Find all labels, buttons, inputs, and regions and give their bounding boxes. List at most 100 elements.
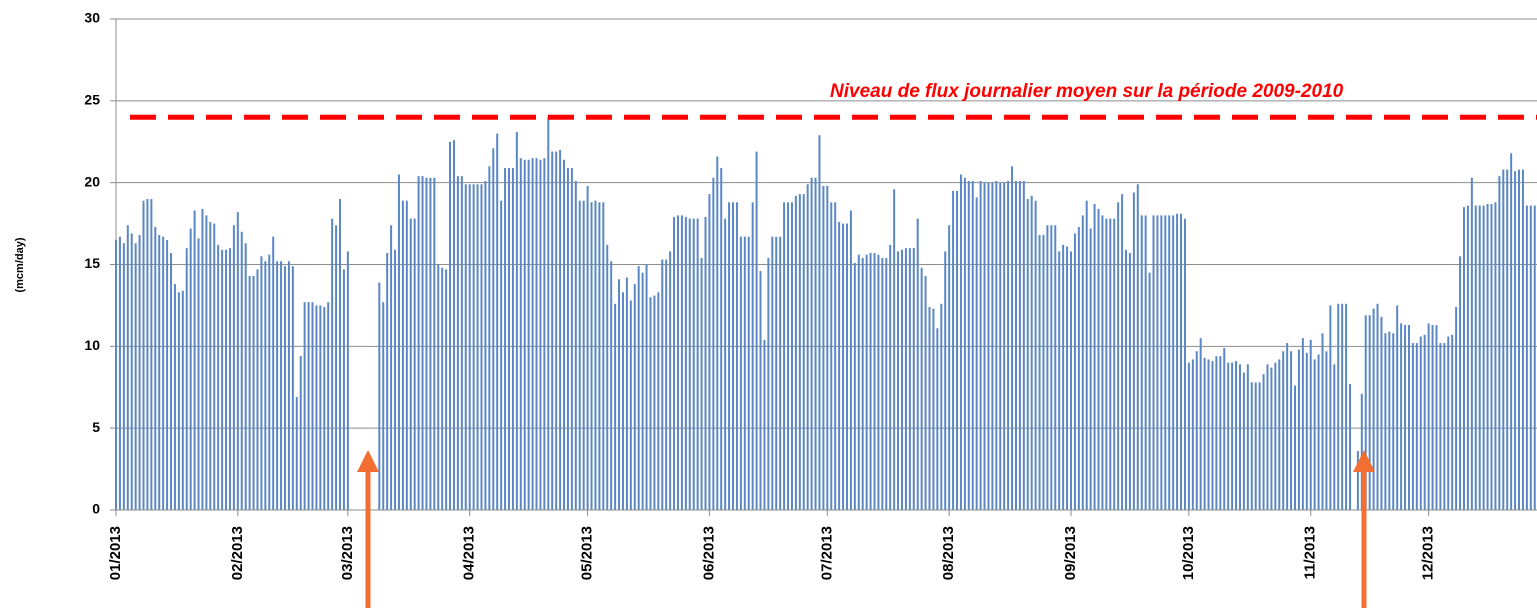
x-tick-label: 02/2013: [229, 526, 246, 580]
bar: [476, 184, 479, 510]
bar: [1380, 316, 1383, 510]
bar: [126, 225, 129, 510]
bar: [1105, 218, 1108, 510]
bar: [441, 267, 444, 510]
bar: [236, 212, 239, 511]
arrow-head: [357, 450, 379, 472]
bar: [598, 202, 601, 510]
bar: [460, 176, 463, 510]
bar: [500, 200, 503, 511]
y-axis-label: (mcm/day): [14, 237, 26, 292]
bar: [1262, 374, 1265, 510]
bar: [578, 200, 581, 511]
bar: [1097, 208, 1100, 510]
bar: [1199, 338, 1202, 510]
bar: [1011, 166, 1014, 511]
bar: [1498, 176, 1501, 510]
bar: [849, 210, 852, 511]
bar: [1003, 182, 1006, 510]
bar: [629, 300, 632, 510]
bar: [1081, 215, 1084, 510]
arrow-head: [1353, 450, 1375, 472]
bar: [901, 249, 903, 510]
bar: [1443, 343, 1446, 510]
bar: [1026, 199, 1029, 511]
bar: [802, 194, 805, 510]
bar: [1211, 361, 1214, 510]
bar: [822, 185, 825, 510]
bar: [1447, 336, 1450, 510]
bar: [1313, 359, 1316, 510]
bar: [1101, 215, 1104, 510]
bar: [857, 254, 860, 510]
bar: [1022, 181, 1025, 510]
bar: [1514, 171, 1517, 510]
bar: [539, 159, 542, 510]
bar: [551, 151, 554, 510]
x-tick-label: 04/2013: [461, 526, 478, 580]
bar: [1128, 253, 1131, 510]
bar: [755, 151, 758, 510]
bar: [205, 215, 208, 510]
bar: [1242, 372, 1245, 510]
bar: [1089, 228, 1092, 510]
y-tick-label: 5: [92, 419, 100, 435]
bar: [838, 221, 841, 511]
bar: [1462, 207, 1465, 510]
bar: [735, 202, 738, 510]
bar: [1132, 192, 1135, 510]
bar: [287, 261, 290, 510]
bar: [763, 339, 766, 510]
bar: [680, 215, 683, 510]
bar: [1392, 333, 1395, 510]
bar: [1329, 305, 1332, 510]
bar: [574, 181, 577, 510]
bar: [716, 156, 719, 511]
bar: [1235, 361, 1238, 510]
bar: [515, 131, 518, 510]
bar: [464, 184, 467, 510]
bar: [566, 167, 569, 511]
bar: [1093, 203, 1096, 510]
bar: [787, 202, 790, 510]
bar: [1007, 181, 1010, 510]
bar: [272, 236, 275, 510]
bar: [1502, 169, 1505, 510]
bar: [378, 282, 381, 510]
bar: [1136, 184, 1139, 510]
bar: [696, 218, 699, 510]
bar: [1525, 205, 1528, 510]
bar: [641, 272, 644, 510]
bar: [1121, 194, 1124, 510]
bar: [173, 284, 176, 510]
bar: [260, 256, 263, 510]
bar: [885, 257, 888, 510]
bar: [335, 225, 338, 510]
bar: [1345, 303, 1348, 510]
bar: [1014, 181, 1017, 510]
bar: [688, 218, 691, 510]
bar: [555, 151, 558, 510]
bar: [971, 181, 974, 510]
bar: [1207, 359, 1210, 510]
bar: [295, 397, 298, 510]
bar: [1266, 364, 1269, 510]
bar: [1215, 356, 1218, 510]
bar: [252, 275, 255, 510]
bar: [826, 185, 829, 510]
bar: [421, 176, 424, 510]
bar: [1069, 251, 1072, 510]
bar: [869, 253, 872, 510]
bar: [818, 135, 821, 510]
bar: [708, 194, 711, 510]
arrow: [1353, 450, 1375, 608]
bar: [1478, 205, 1481, 510]
bar: [130, 233, 133, 511]
bar: [1455, 307, 1458, 510]
bar: [1156, 215, 1159, 510]
bar: [1077, 226, 1080, 510]
bar: [637, 266, 640, 510]
bar: [531, 158, 534, 510]
bar: [1506, 169, 1509, 510]
